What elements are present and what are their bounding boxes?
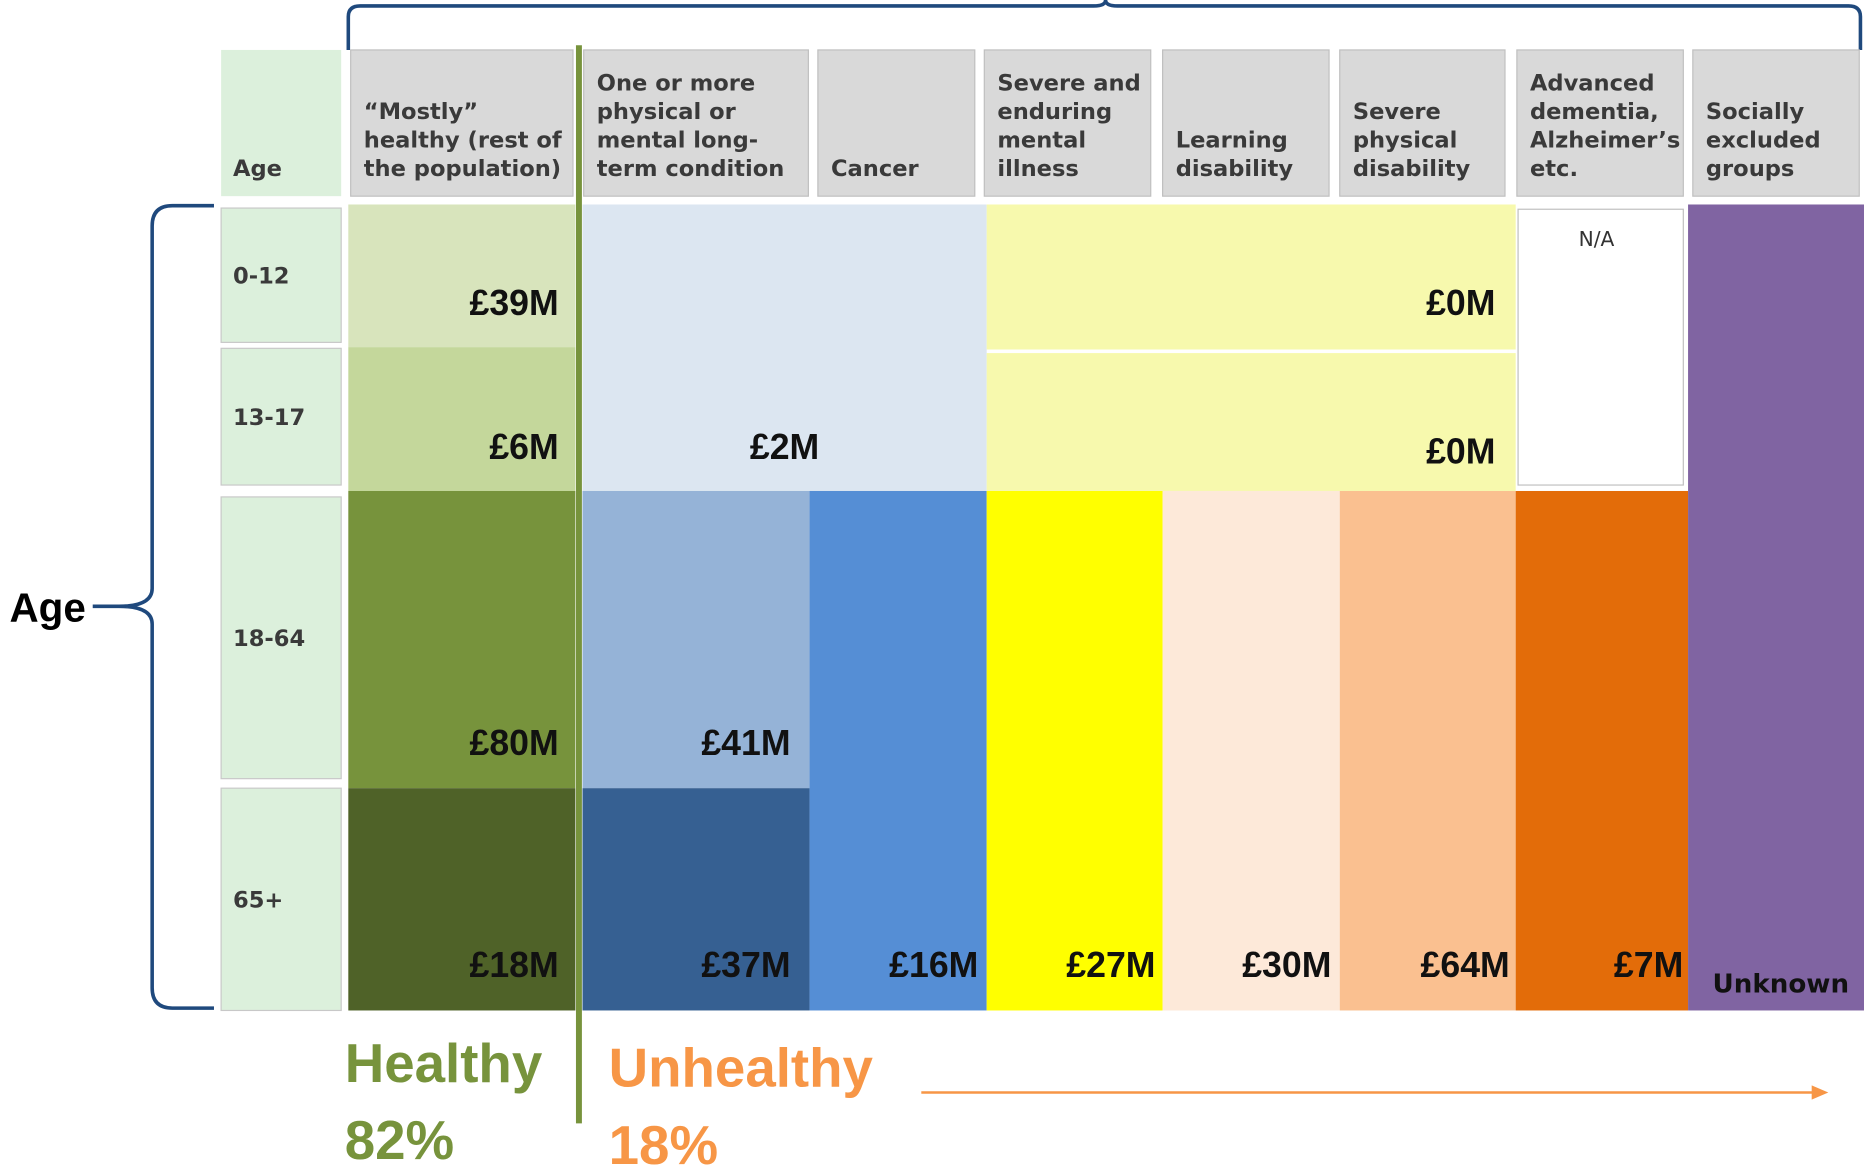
age-header-box [221, 49, 342, 197]
column-header: Learning [1176, 127, 1288, 153]
column-header-box [350, 49, 574, 197]
cell [582, 490, 810, 789]
cell-label: £37M [701, 945, 790, 985]
healthy-share: 82% [345, 1109, 454, 1168]
column-header: dementia, [1530, 99, 1659, 125]
cell [1688, 204, 1864, 1011]
cell [1162, 490, 1340, 1011]
column-header-box [1162, 49, 1330, 197]
header: Age “Mostly”healthy (rest of the populatio… [220, 49, 1860, 1012]
cell-label: £2M [750, 427, 819, 467]
healthy-label: Healthy [345, 1032, 543, 1094]
column-header-box [1692, 49, 1860, 197]
cell [348, 204, 576, 348]
cell [986, 353, 1516, 491]
age-axis-label: Age [10, 585, 86, 631]
column-header-box [983, 49, 1152, 197]
cell [986, 490, 1163, 1011]
left-brace [92, 203, 214, 1010]
age-row-box [220, 496, 342, 780]
column-header-box [1339, 49, 1506, 197]
column-header: Cancer [831, 156, 920, 182]
cell-label: £64M [1421, 945, 1510, 985]
cell-label: £30M [1242, 945, 1331, 985]
cell-label: £27M [1066, 945, 1155, 985]
column-header: groups [1706, 156, 1794, 182]
cells: £39M £6M £80M £18M £2M £41M £37M £16M £0M £0M N/A £… [348, 204, 1864, 1011]
age-row-box [220, 207, 342, 343]
age-row-label: 13-17 [233, 405, 305, 431]
column-header-box [583, 49, 809, 197]
age-row-box [220, 347, 342, 486]
column-header: the population) [364, 156, 561, 182]
cell-label: £6M [489, 427, 558, 467]
cell-label: £7M [1614, 945, 1683, 985]
cell-label: £80M [470, 723, 559, 763]
column-header: excluded [1706, 127, 1821, 153]
age-row-label: 0-12 [233, 264, 290, 290]
column-header: Alzheimer’s [1530, 127, 1680, 153]
cell-label: £0M [1426, 283, 1495, 323]
unhealthy-share: 18% [609, 1114, 718, 1168]
cell-label: £0M [1426, 432, 1495, 472]
column-header: “Mostly” [364, 99, 478, 125]
column-header: mental [997, 127, 1086, 153]
column-header: enduring [997, 99, 1112, 125]
age-header: Age [233, 156, 282, 182]
age-row-label: 65+ [233, 888, 283, 914]
column-header: One or more [597, 70, 755, 96]
column-header: Severe [1353, 99, 1441, 125]
cell [348, 490, 576, 789]
column-header: etc. [1530, 156, 1578, 182]
column-header: disability [1353, 156, 1471, 182]
column-header: healthy (rest of [364, 127, 563, 153]
cell [582, 204, 987, 491]
column-header-box [1516, 49, 1684, 197]
column-header: illness [997, 156, 1078, 182]
cell [582, 788, 810, 1011]
column-header: disability [1176, 156, 1294, 182]
cell [348, 788, 576, 1011]
cell [986, 204, 1516, 350]
age-row-label: 18-64 [233, 626, 305, 652]
cell-label: £16M [889, 945, 978, 985]
cell-label: N/A [1579, 227, 1615, 251]
cell [348, 347, 576, 491]
cell-label: £41M [701, 723, 790, 763]
column-header: term condition [597, 156, 785, 182]
top-brace [346, 0, 1863, 50]
column-header-box [817, 49, 976, 197]
cell [1515, 490, 1689, 1011]
column-header: Socially [1706, 99, 1805, 125]
cell [809, 490, 987, 1011]
cell [1339, 490, 1516, 1011]
cell-label: Unknown [1713, 970, 1850, 1000]
column-header: mental long- [597, 127, 758, 153]
arrow-head [1811, 1085, 1829, 1100]
cell [1517, 208, 1684, 486]
cell-label: £18M [470, 945, 559, 985]
cell-label: £39M [470, 283, 559, 323]
column-header: Severe and [997, 70, 1140, 96]
column-header: physical [1353, 127, 1457, 153]
column-header: Advanced [1530, 70, 1655, 96]
unhealthy-label: Unhealthy [609, 1037, 874, 1099]
column-header: physical or [597, 99, 737, 125]
age-row-box [220, 787, 342, 1012]
